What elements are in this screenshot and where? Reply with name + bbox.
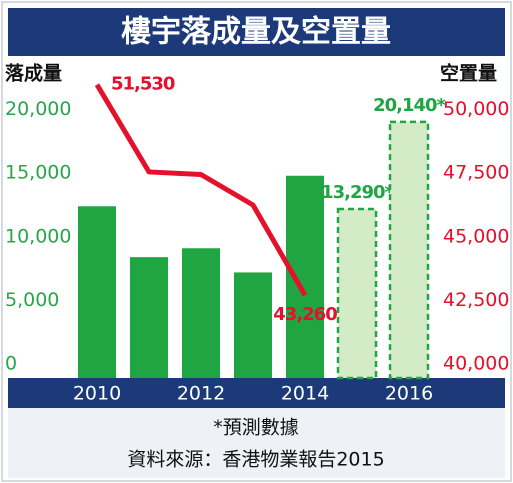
bar [234,272,272,378]
x-tick-label: 2012 [177,383,225,405]
y2-axis-title: 空置量 [440,62,497,85]
y-tick-label: 5,000 [5,289,59,311]
y2-tick-label: 47,500 [443,162,509,184]
bar-value-label: 13,290* [321,182,394,203]
vacancy-line [94,83,308,297]
footer-band [8,408,505,478]
y-tick-label: 15,000 [5,162,71,184]
y-tick-label: 10,000 [5,225,71,247]
y2-tick-label: 50,000 [443,98,509,120]
y2-tick-label: 40,000 [443,353,509,375]
x-tick-label: 2014 [281,383,329,405]
x-axis-band [8,378,505,408]
y2-tick-label: 45,000 [443,225,509,247]
footnote: *預測數據 [213,417,299,439]
forecast-bar [388,120,430,380]
bar-value-label: 20,140* [373,95,446,116]
bar [78,206,116,378]
chart-title: 樓宇落成量及空置量 [121,15,391,50]
source: 資料來源：香港物業報告2015 [127,449,384,471]
bar [130,257,168,378]
x-tick-label: 2010 [73,383,121,405]
title-banner [8,8,505,56]
y-tick-label: 20,000 [5,98,71,120]
line-value-label: 51,530 [111,74,175,95]
y-axis-title: 落成量 [5,62,62,85]
forecast-bar [336,207,378,380]
line-value-label: 43,260 [273,304,337,325]
x-tick-label: 2016 [385,383,433,405]
bar [182,248,220,378]
y-tick-label: 0 [5,353,17,375]
y2-tick-label: 42,500 [443,289,509,311]
